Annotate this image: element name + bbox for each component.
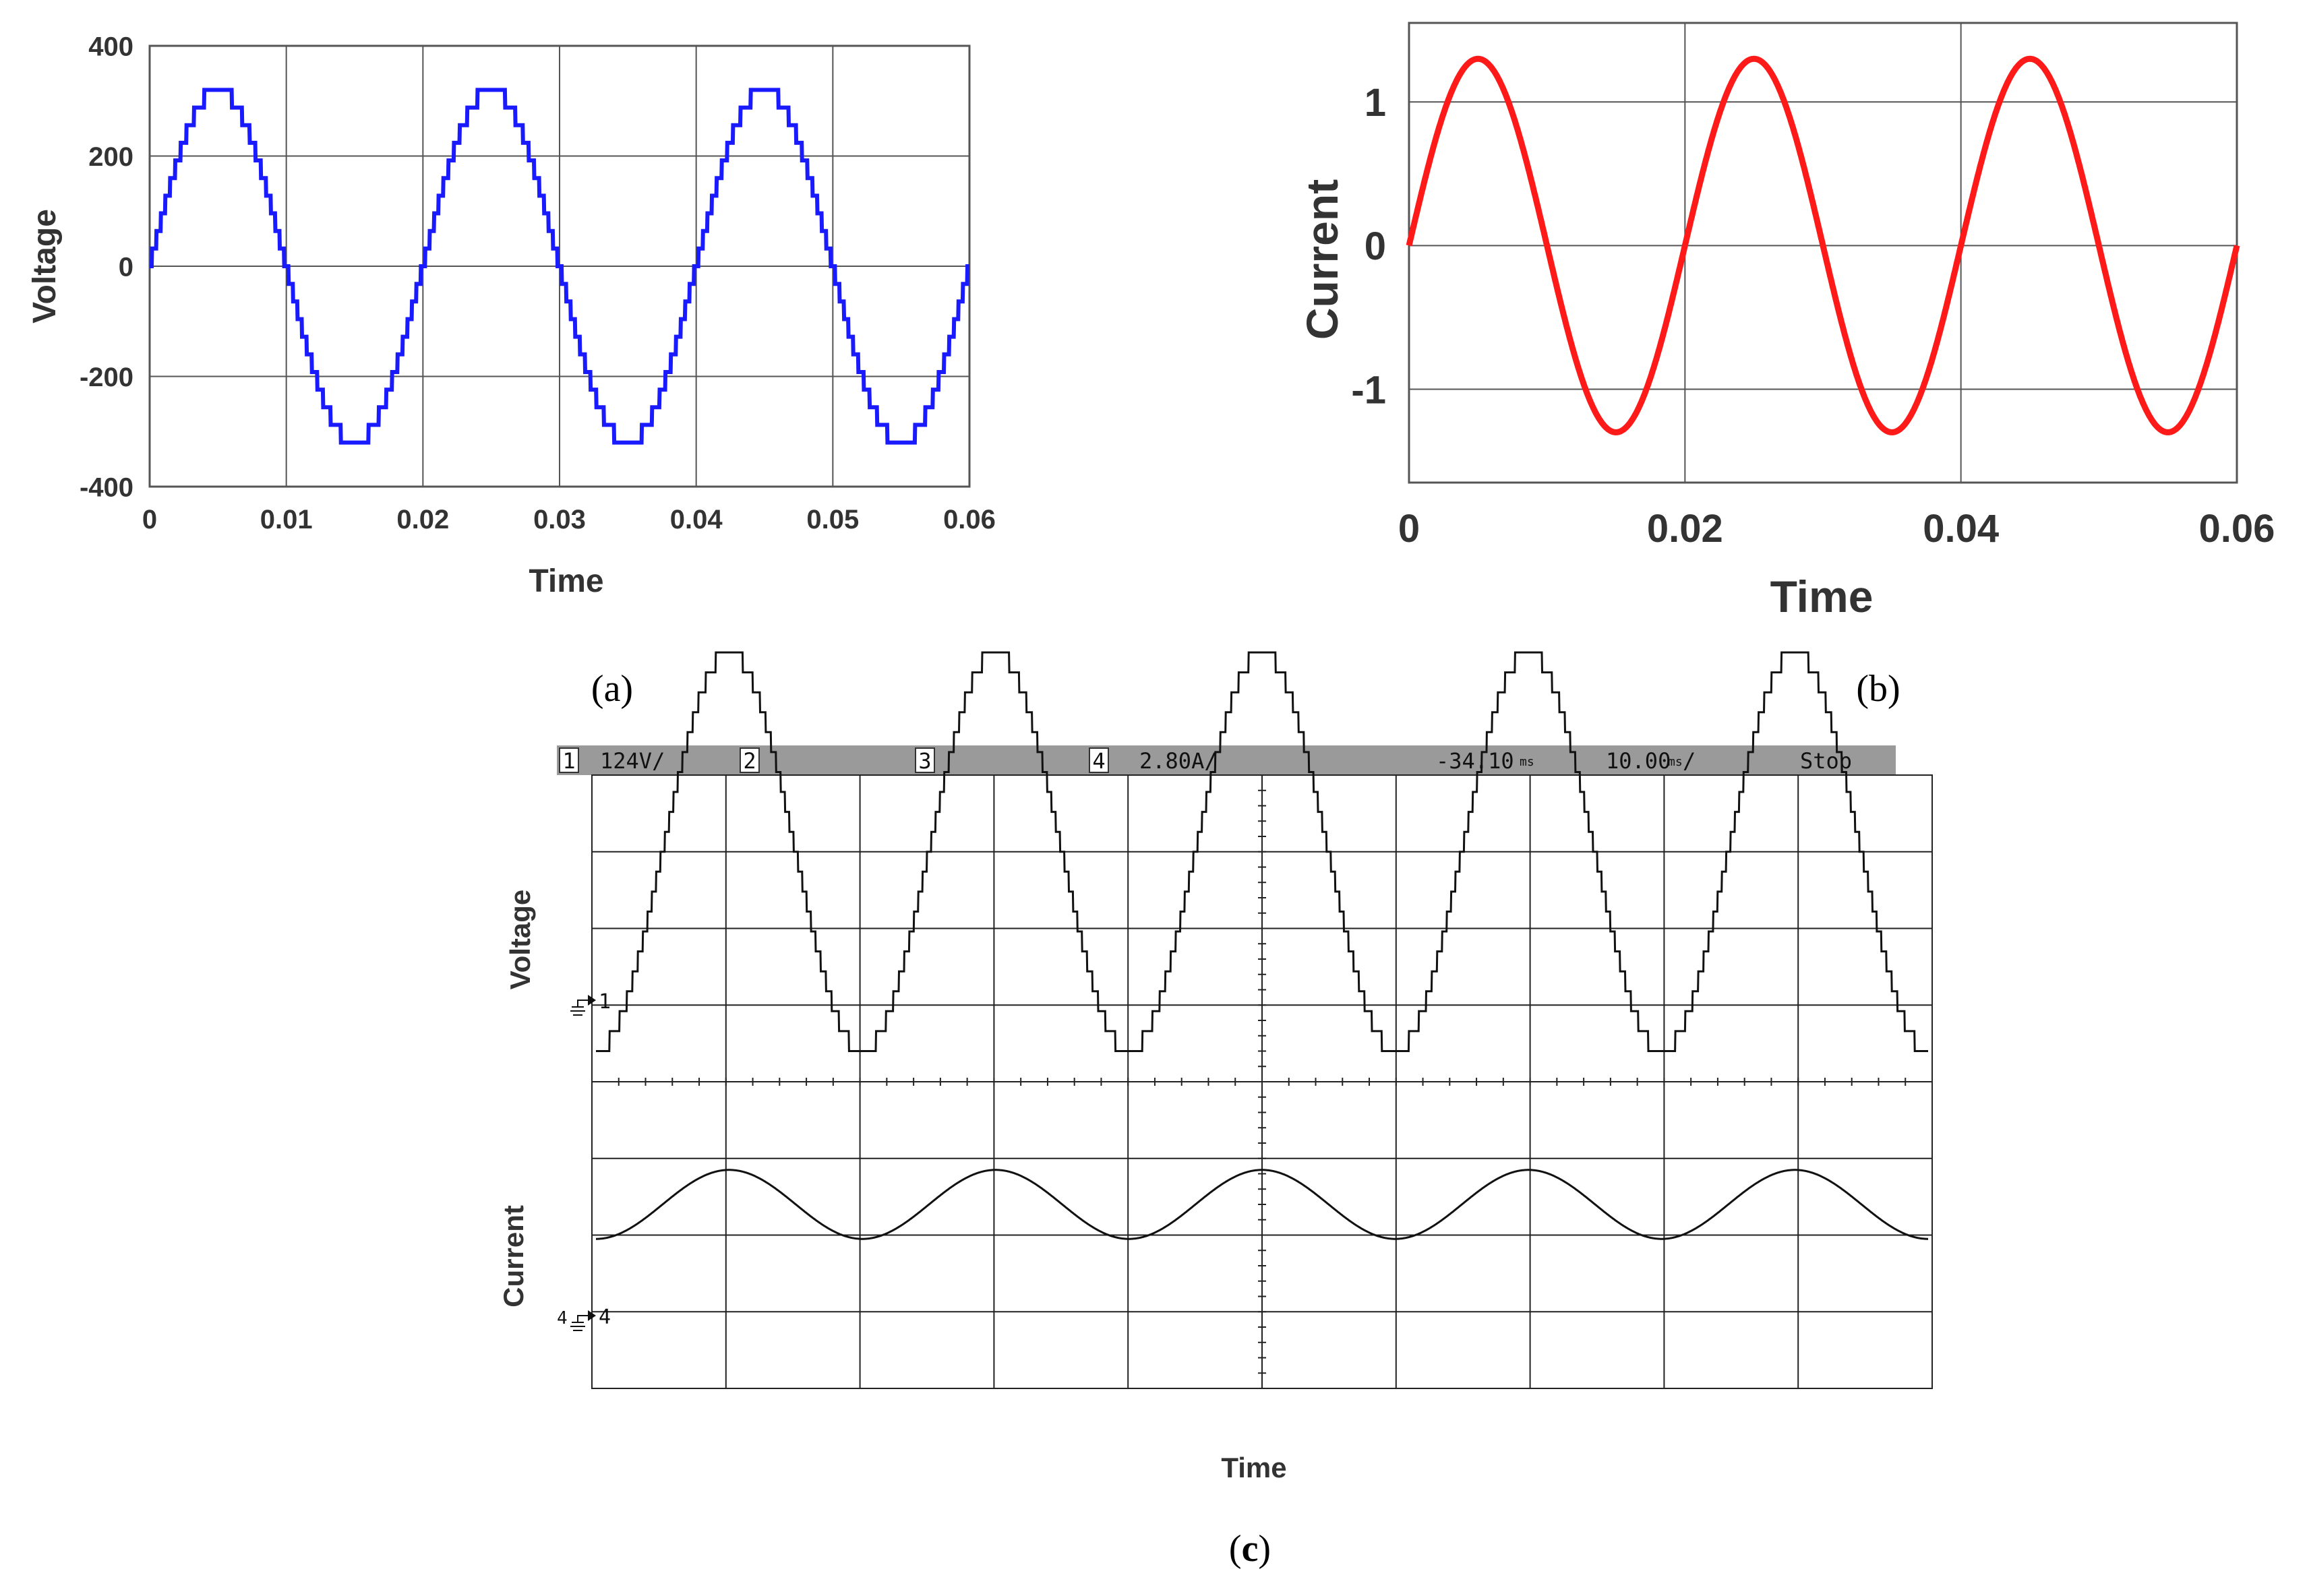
scope-ch2-number: 2 xyxy=(743,748,756,774)
caption-c: (c) xyxy=(1229,1528,1271,1570)
scope-ch4-marker-left: 4 xyxy=(557,1308,568,1328)
scope-ch1-ground-marker[interactable] xyxy=(570,995,596,1016)
scope-grid xyxy=(591,774,1933,1389)
chart-a-y-axis-label: Voltage xyxy=(27,209,63,324)
a-y-tick-0: 400 xyxy=(88,32,133,61)
a-y-tick-4: -400 xyxy=(80,472,133,502)
chart-c-x-axis-label: Time xyxy=(1221,1452,1286,1483)
b-y-tick-0: 1 xyxy=(1365,81,1386,125)
chart-b: 1 0 -1 0 0.02 0.04 0.06 Time Current xyxy=(1297,22,2275,621)
caption-b: (b) xyxy=(1856,668,1900,710)
a-x-tick-4: 0.04 xyxy=(670,505,723,534)
scope-ch3-box[interactable] xyxy=(915,747,935,773)
chart-a-x-axis-label: Time xyxy=(529,563,603,599)
scope-ch2-box[interactable] xyxy=(740,747,760,773)
scope-run-state: Stop xyxy=(1800,748,1852,774)
scope-current-trace xyxy=(596,1169,1928,1240)
scope-ch3-number: 3 xyxy=(918,748,931,774)
scope-delay-unit: ms xyxy=(1520,755,1534,769)
scope-ch1-number: 1 xyxy=(562,748,575,774)
a-y-tick-2: 0 xyxy=(119,252,133,282)
chart-c-voltage-label: Voltage xyxy=(504,890,536,990)
scope-ch4-scale: 2.80A/ xyxy=(1139,748,1218,774)
scope-timebase-unit: ms xyxy=(1668,755,1683,769)
chart-a-voltage-line xyxy=(150,88,969,445)
a-x-tick-3: 0.03 xyxy=(533,505,586,534)
b-y-tick-1: 0 xyxy=(1365,224,1386,268)
chart-b-current-line xyxy=(1406,55,2240,435)
scope-ch1-box[interactable] xyxy=(559,747,579,773)
scope-ch4-ground-marker[interactable] xyxy=(570,1310,596,1331)
a-y-tick-3: -200 xyxy=(80,363,133,392)
b-x-tick-2: 0.04 xyxy=(1923,507,1999,551)
chart-a-y-tick-labels: 400 200 0 -200 -400 xyxy=(80,32,133,502)
scope-timebase-value: 10.00 xyxy=(1606,748,1671,774)
scope-ch1-scale: 124V/ xyxy=(600,748,665,774)
scope-ch1-marker-label: 1 xyxy=(599,990,611,1014)
a-x-tick-1: 0.01 xyxy=(260,505,313,534)
chart-b-y-tick-labels: 1 0 -1 xyxy=(1351,81,1386,412)
a-y-tick-1: 200 xyxy=(88,142,133,172)
a-x-tick-0: 0 xyxy=(142,505,157,534)
chart-a: 400 200 0 -200 -400 0 0.01 0.02 0.03 0.04 0.05 0.0… xyxy=(27,32,996,599)
a-x-tick-2: 0.02 xyxy=(396,505,449,534)
scope-timebase-suffix: / xyxy=(1683,748,1696,774)
b-y-tick-2: -1 xyxy=(1351,368,1386,412)
a-x-tick-5: 0.05 xyxy=(806,505,859,534)
chart-b-y-axis-label: Current xyxy=(1297,179,1347,340)
chart-a-x-tick-labels: 0 0.01 0.02 0.03 0.04 0.05 0.06 xyxy=(142,505,996,534)
b-x-tick-0: 0 xyxy=(1398,507,1420,551)
a-x-tick-6: 0.06 xyxy=(943,505,996,534)
chart-b-x-tick-labels: 0 0.02 0.04 0.06 xyxy=(1398,507,2275,551)
caption-a: (a) xyxy=(591,668,633,710)
scope-ch4-box[interactable] xyxy=(1089,747,1109,773)
scope-voltage-trace xyxy=(596,651,1928,1052)
scope-ch4-marker-label: 4 xyxy=(599,1306,611,1329)
scope-status-bar xyxy=(557,745,1896,775)
b-x-tick-1: 0.02 xyxy=(1647,507,1723,551)
chart-c-current-label: Current xyxy=(498,1205,529,1308)
scope-ch4-number: 4 xyxy=(1092,748,1105,774)
b-x-tick-3: 0.06 xyxy=(2199,507,2275,551)
chart-b-x-axis-label: Time xyxy=(1770,572,1874,621)
scope-delay-value: -34.10 xyxy=(1436,748,1514,774)
chart-c: 1 124V/ 2 3 4 2.80A/ -34.10 ms 10.00 ms … xyxy=(498,651,1933,1483)
